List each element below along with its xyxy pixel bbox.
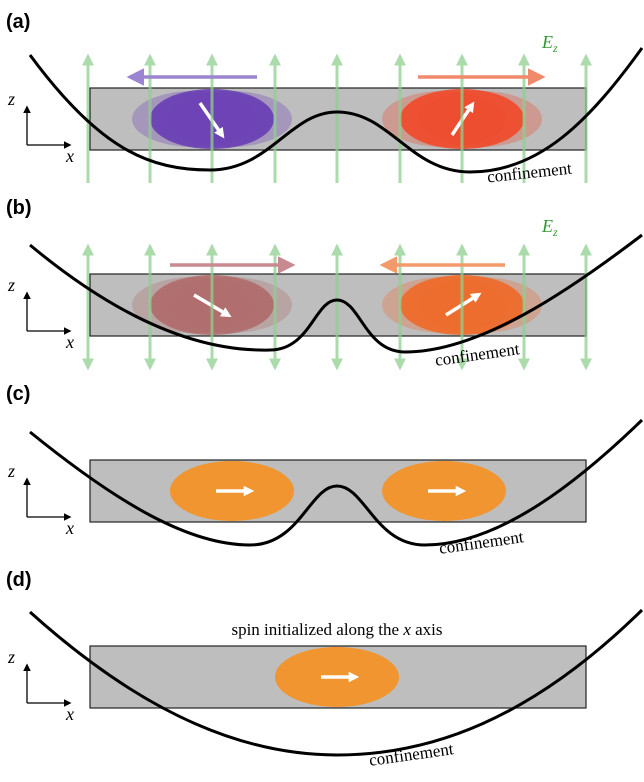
- axis-z-label: z: [7, 461, 15, 481]
- figure: (a) Ez confinement z x (b) Ez confinement z x (c) c…: [0, 0, 644, 782]
- device-box: [90, 460, 586, 522]
- confinement-label: confinement: [434, 339, 521, 370]
- caption-text: axis: [411, 620, 443, 639]
- axis-z-label: z: [7, 89, 15, 109]
- field-label: Ez: [541, 32, 558, 55]
- axis-x-label: x: [65, 704, 74, 724]
- field-symbol: E: [541, 32, 553, 52]
- confinement-label: confinement: [368, 739, 455, 770]
- caption: spin initialized along the x axis: [231, 620, 442, 639]
- field-symbol: E: [541, 216, 553, 236]
- axis-z-label: z: [7, 275, 15, 295]
- field-subscript: z: [552, 225, 558, 239]
- axis-x-label: x: [65, 146, 74, 166]
- axis-x-label: x: [65, 332, 74, 352]
- panel: (b) Ez confinement z x: [6, 197, 642, 370]
- panel-label: (c): [6, 383, 30, 405]
- panel: (d) confinement z x spin initialized along t…: [6, 569, 642, 770]
- panel-label: (a): [6, 11, 30, 33]
- panel-label: (d): [6, 569, 32, 591]
- axis-x-label: x: [65, 518, 74, 538]
- field-subscript: z: [552, 41, 558, 55]
- caption-text: spin initialized along the: [231, 620, 403, 639]
- panel: (c) confinement z x: [6, 383, 642, 558]
- confinement-label: confinement: [438, 527, 525, 558]
- panel: (a) Ez confinement z x: [6, 11, 642, 186]
- panel-label: (b): [6, 197, 32, 219]
- confinement-label: confinement: [486, 159, 573, 187]
- axis-z-label: z: [7, 647, 15, 667]
- field-label: Ez: [541, 216, 558, 239]
